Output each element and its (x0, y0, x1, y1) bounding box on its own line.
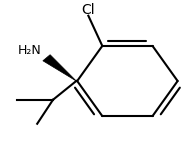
Text: H₂N: H₂N (18, 44, 42, 57)
Polygon shape (43, 55, 76, 81)
Text: Cl: Cl (81, 3, 95, 17)
